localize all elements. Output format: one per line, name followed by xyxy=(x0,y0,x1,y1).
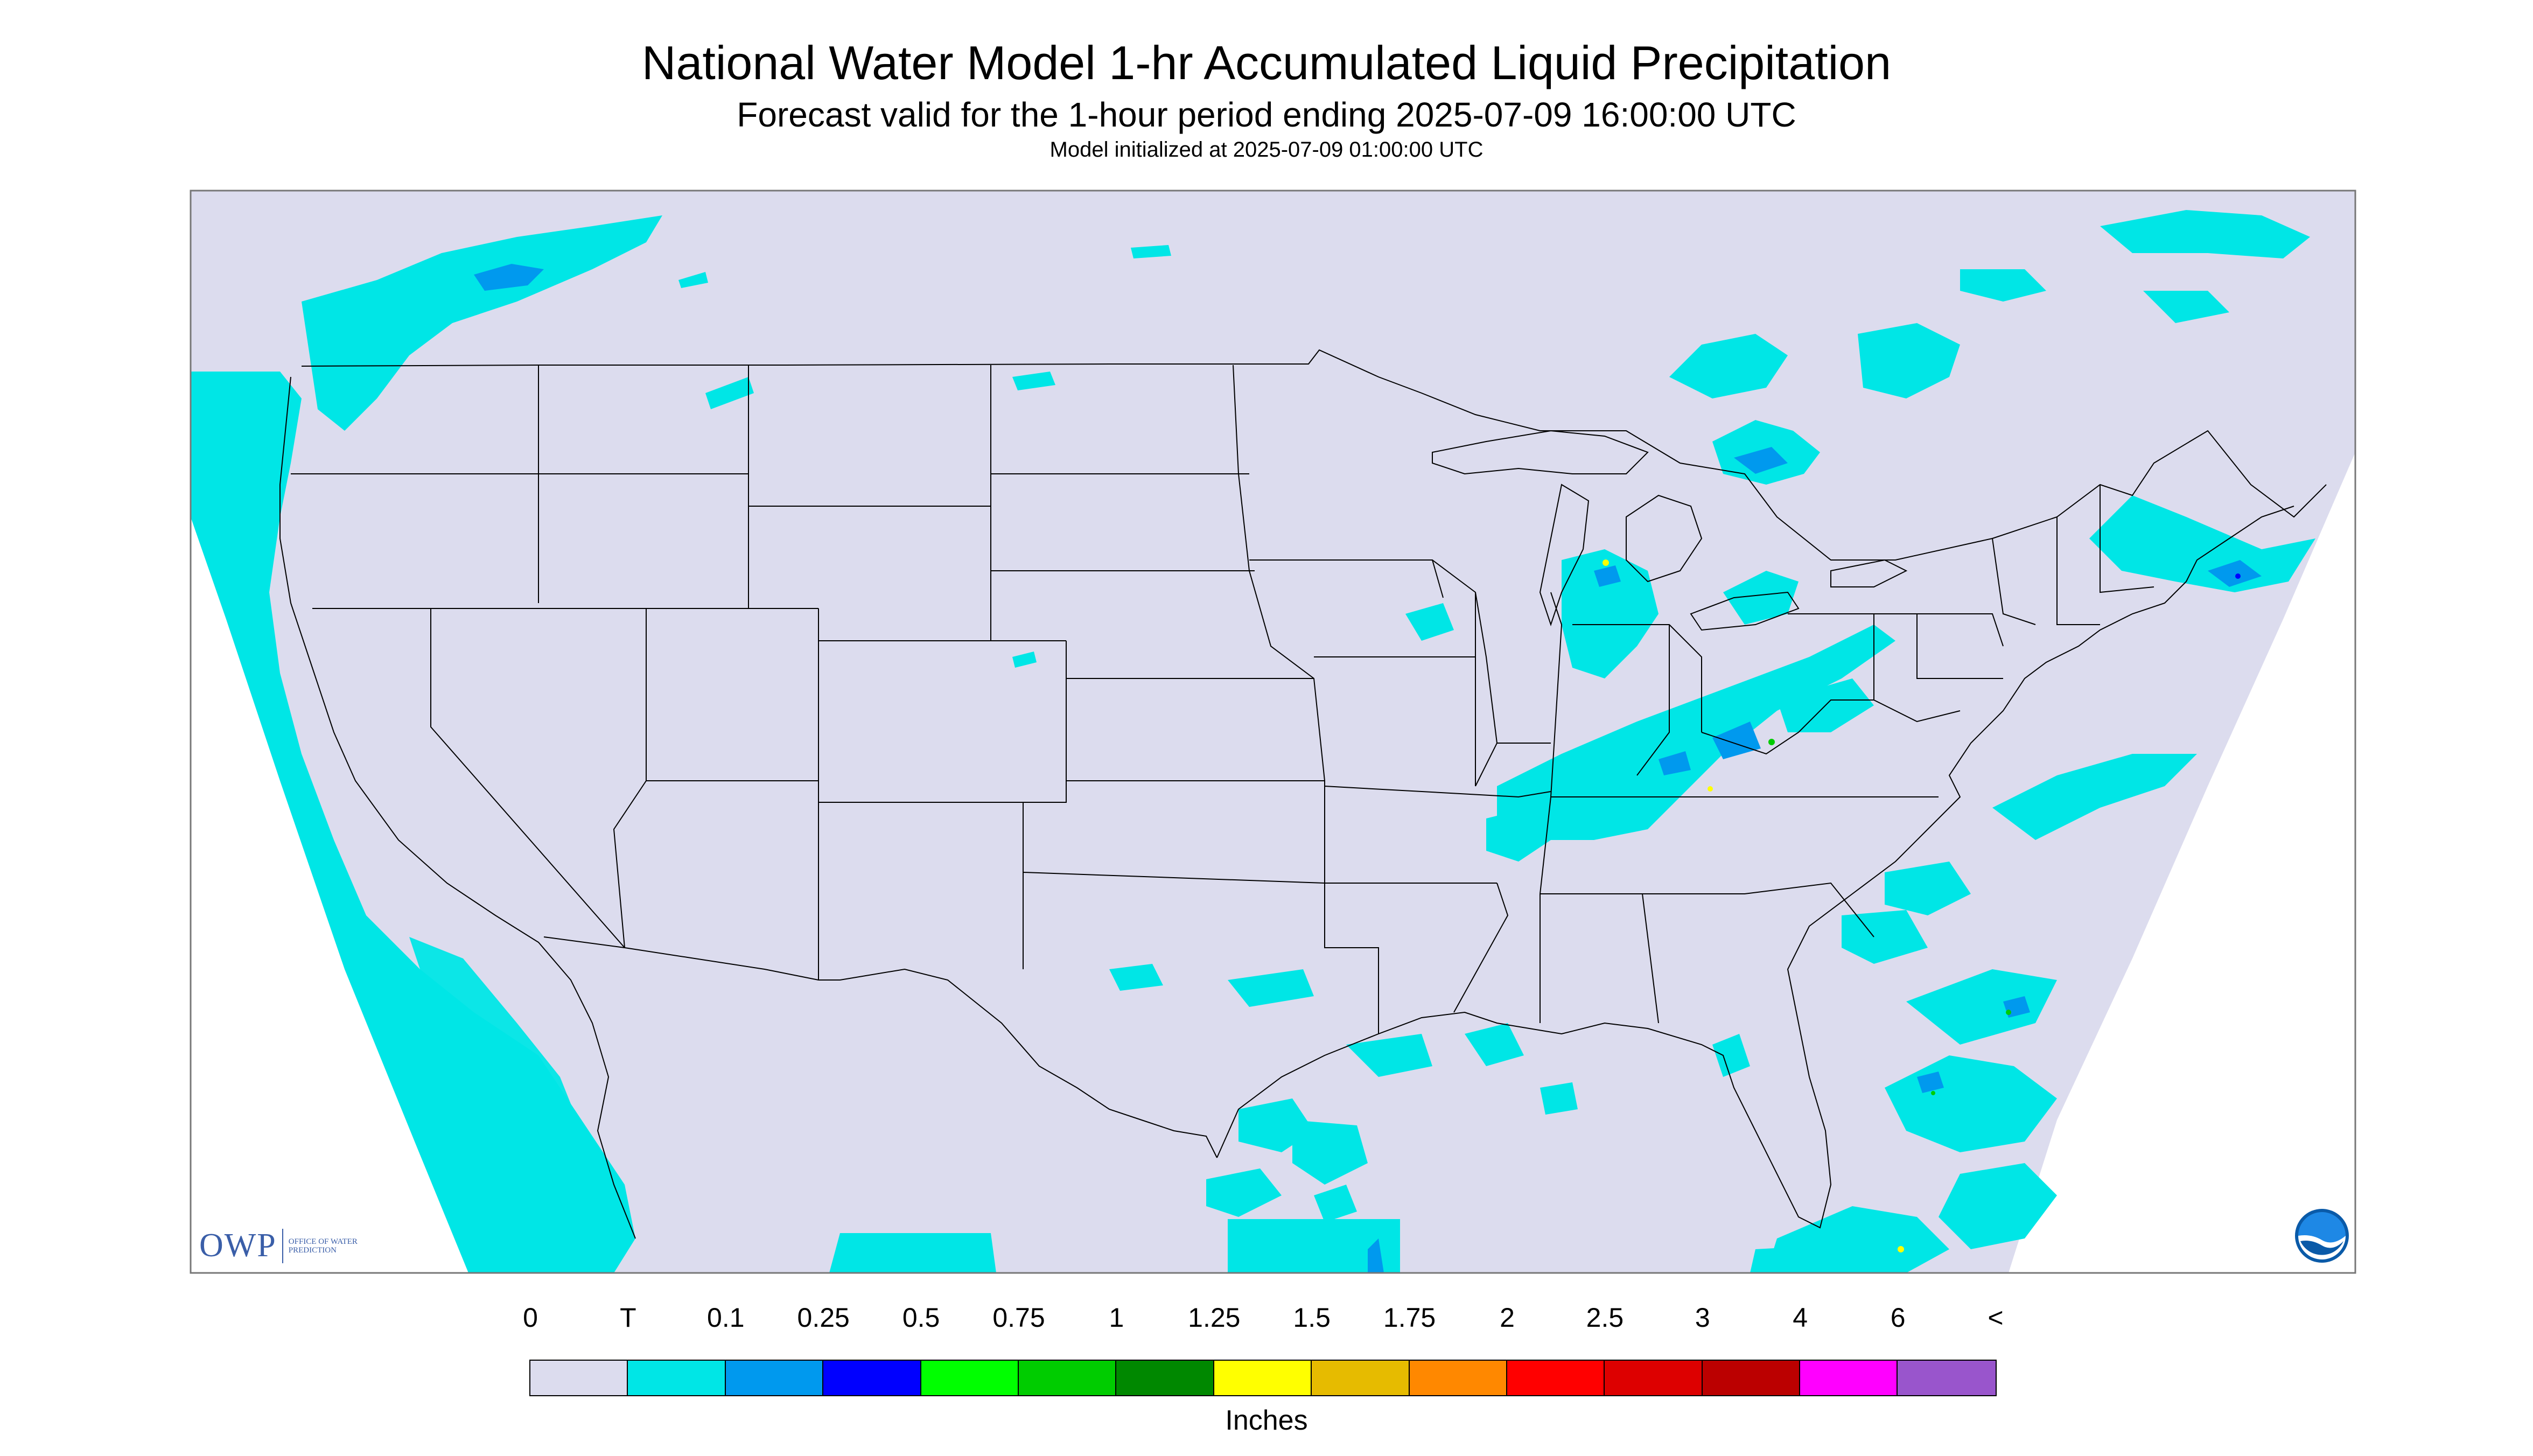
legend-swatch xyxy=(1214,1361,1312,1395)
political-boundaries xyxy=(279,349,2327,1239)
model-init-time: Model initialized at 2025-07-09 01:00:00… xyxy=(1049,138,1484,162)
legend-swatch xyxy=(1312,1361,1410,1395)
precip-trace-areas xyxy=(191,210,2315,1273)
legend-tick-label: 3 xyxy=(1695,1303,1710,1333)
legend-labels: 0 T 0.1 0.25 0.5 0.75 1 1.25 1.5 1.75 2 2.5 3 4 6 < xyxy=(0,1302,2533,1340)
legend-swatch xyxy=(628,1361,726,1395)
legend-swatch xyxy=(1409,1361,1507,1395)
legend-tick-label: 1.5 xyxy=(1293,1303,1331,1333)
precip-light-areas xyxy=(474,264,2262,1273)
legend-swatch xyxy=(725,1361,824,1395)
legend-tick-label: 0 xyxy=(523,1303,538,1333)
legend-swatch xyxy=(1018,1361,1117,1395)
legend-tick-label: 2 xyxy=(1500,1303,1515,1333)
noaa-logo-icon xyxy=(2295,1209,2349,1263)
legend-tick-label: 0.25 xyxy=(797,1303,850,1333)
map-frame xyxy=(190,190,2356,1274)
legend-tick-label: 0.1 xyxy=(707,1303,745,1333)
precip-heavy-cells xyxy=(1603,559,2241,1252)
legend-tick-label: 2.5 xyxy=(1586,1303,1624,1333)
map-title: National Water Model 1-hr Accumulated Li… xyxy=(641,36,1892,89)
legend-tick-label: 6 xyxy=(1890,1303,1906,1333)
legend-units: Inches xyxy=(1225,1405,1308,1436)
legend-swatch xyxy=(1898,1361,1996,1395)
owp-logo-text: OFFICE OF WATER PREDICTION xyxy=(288,1237,358,1255)
legend-tick-label: 0.75 xyxy=(992,1303,1045,1333)
legend-swatch xyxy=(1800,1361,1898,1395)
legend-tick-label: 1.25 xyxy=(1188,1303,1241,1333)
map-subtitle: Forecast valid for the 1-hour period end… xyxy=(737,95,1796,134)
legend-swatch xyxy=(1605,1361,1703,1395)
owp-logo-mark: OWP xyxy=(199,1227,277,1264)
legend-tick-label: T xyxy=(620,1303,636,1333)
owp-logo-divider xyxy=(282,1228,283,1263)
legend-swatch xyxy=(823,1361,921,1395)
legend-swatch xyxy=(1116,1361,1214,1395)
legend-tick-label: 1 xyxy=(1109,1303,1124,1333)
legend-tick-label: 4 xyxy=(1793,1303,1808,1333)
legend-colorbar xyxy=(529,1360,1997,1396)
legend-swatch xyxy=(921,1361,1019,1395)
model-domain xyxy=(191,191,2355,1273)
legend-tick-label: < xyxy=(1988,1303,2004,1333)
legend-swatch xyxy=(1702,1361,1801,1395)
owp-logo: OWP OFFICE OF WATER PREDICTION xyxy=(199,1227,359,1265)
legend-swatch xyxy=(530,1361,628,1395)
legend-tick-label: 1.75 xyxy=(1383,1303,1436,1333)
legend-tick-label: 0.5 xyxy=(902,1303,940,1333)
legend-swatch xyxy=(1507,1361,1605,1395)
